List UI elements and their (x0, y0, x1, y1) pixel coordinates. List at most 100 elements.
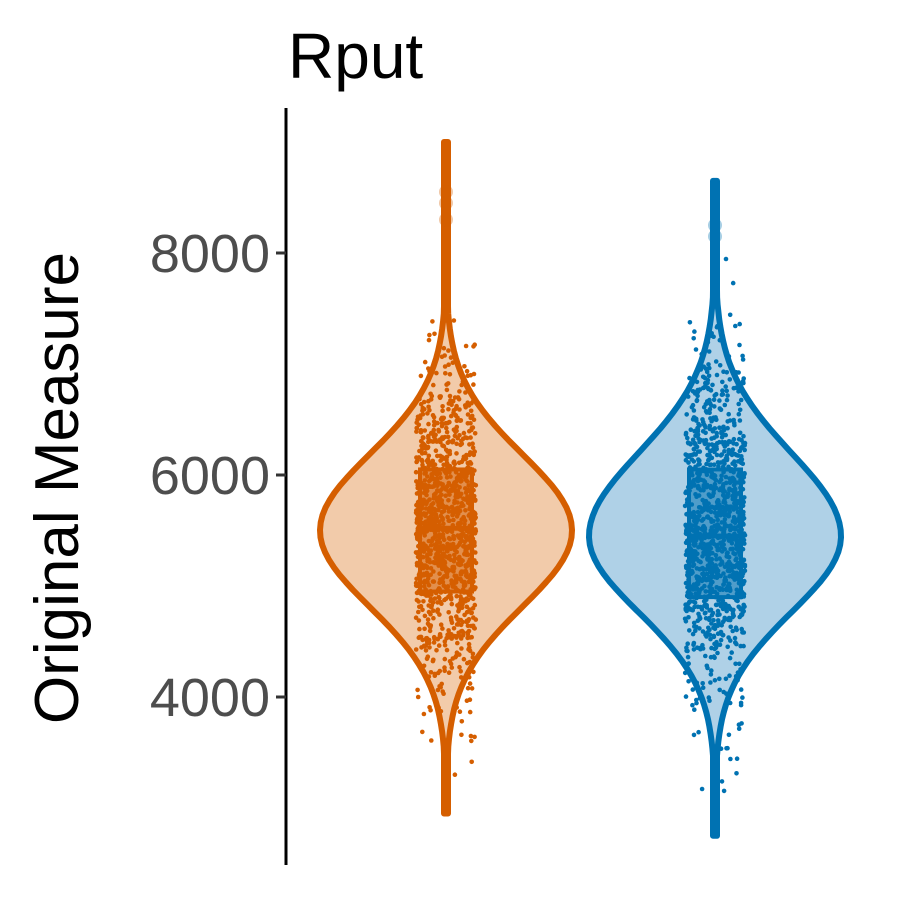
data-point (429, 393, 435, 399)
data-point (470, 445, 476, 451)
data-point (444, 454, 450, 460)
data-point (459, 597, 465, 602)
data-point (416, 422, 422, 428)
data-point (742, 533, 748, 538)
data-point (701, 598, 707, 604)
data-point (719, 392, 725, 398)
data-point (471, 371, 477, 377)
data-point (448, 413, 454, 419)
data-point (697, 626, 702, 631)
data-point (738, 397, 744, 403)
data-point (708, 680, 713, 685)
y-tick-label: 8000 (150, 224, 270, 284)
data-point (431, 657, 436, 663)
data-point (722, 601, 728, 607)
data-point (467, 635, 473, 640)
data-point (444, 382, 449, 387)
data-point (459, 719, 465, 724)
violin-group (317, 139, 575, 817)
data-point (733, 323, 738, 329)
data-point (704, 461, 709, 467)
data-point (421, 599, 426, 604)
data-point (700, 681, 705, 686)
data-point (462, 612, 467, 618)
data-point (469, 686, 475, 691)
data-point (434, 648, 439, 653)
data-point (685, 435, 690, 441)
data-point (717, 687, 722, 693)
data-point (725, 393, 730, 398)
data-point (471, 669, 476, 675)
data-point (717, 425, 722, 431)
data-point (737, 430, 743, 436)
data-point (729, 650, 734, 655)
data-point (738, 687, 744, 692)
data-point (727, 655, 733, 661)
data-point (690, 389, 696, 394)
data-point (724, 608, 729, 614)
data-point (420, 637, 425, 643)
violin-group (586, 177, 844, 839)
data-point (713, 391, 719, 397)
data-point (730, 628, 735, 634)
data-point (709, 333, 714, 339)
data-point (418, 428, 424, 433)
data-point (706, 373, 712, 379)
data-point (464, 368, 470, 374)
data-point (741, 602, 746, 608)
data-point (707, 400, 713, 406)
data-point (414, 576, 419, 582)
data-point (439, 681, 445, 687)
data-point (706, 362, 711, 367)
data-point (722, 461, 727, 466)
data-point (719, 452, 725, 457)
data-point (443, 420, 449, 426)
data-point (461, 430, 467, 436)
data-point (468, 421, 473, 426)
data-point (431, 640, 437, 645)
data-point (713, 359, 719, 364)
data-point (704, 410, 710, 415)
data-point (454, 441, 459, 447)
data-point (459, 732, 464, 738)
data-point (722, 704, 728, 709)
data-point (685, 654, 691, 660)
data-point (708, 672, 714, 677)
data-point (717, 337, 723, 343)
outlier-point (439, 212, 453, 227)
data-point (459, 605, 465, 610)
data-point (437, 632, 443, 637)
data-point (442, 642, 448, 648)
data-point (425, 617, 431, 622)
data-point (717, 406, 723, 411)
data-point (697, 449, 703, 454)
data-point (694, 680, 700, 686)
data-point (423, 648, 429, 653)
data-point (683, 452, 688, 457)
data-point (687, 628, 692, 633)
data-point (727, 312, 733, 318)
data-point (741, 376, 746, 381)
data-point (737, 342, 742, 348)
data-point (465, 412, 471, 417)
data-point (706, 442, 712, 448)
data-point (717, 363, 723, 368)
data-point (431, 608, 436, 613)
data-point (468, 733, 474, 739)
data-point (738, 702, 744, 708)
data-point (451, 626, 457, 631)
data-point (717, 676, 722, 682)
data-point (436, 429, 442, 434)
data-point (422, 626, 427, 632)
data-point (426, 609, 432, 615)
data-point (417, 396, 422, 402)
data-point (420, 405, 426, 411)
data-point (473, 560, 479, 566)
data-point (463, 405, 469, 410)
data-point (471, 452, 477, 458)
data-point (413, 583, 419, 588)
data-point (692, 428, 697, 434)
data-point (457, 601, 463, 606)
data-point (682, 670, 688, 676)
data-point (457, 709, 463, 714)
